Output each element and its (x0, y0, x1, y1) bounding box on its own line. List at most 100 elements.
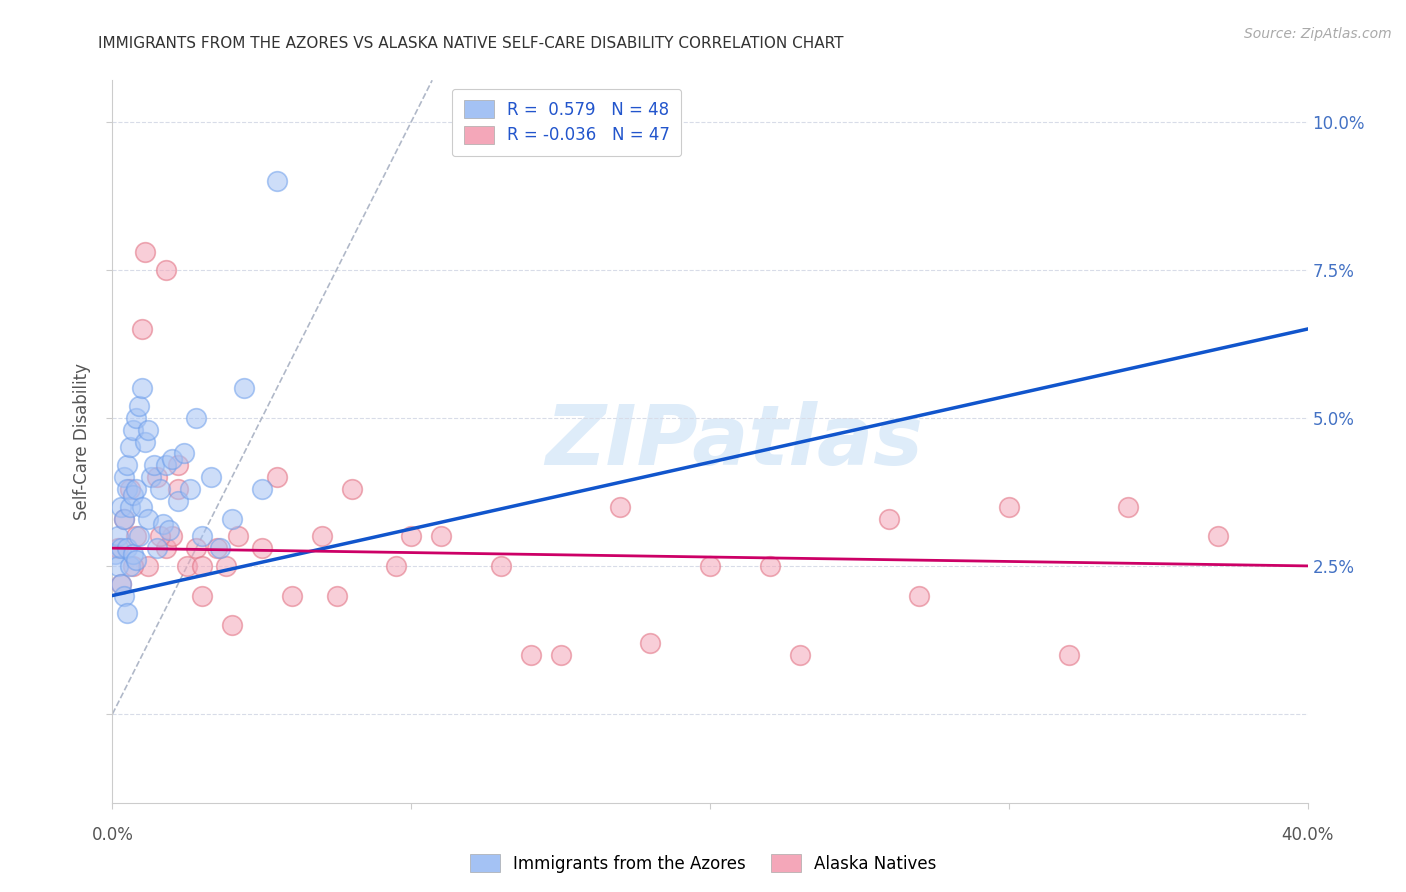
Point (117, 458, 139, 473)
Point (157, 524, 180, 538)
Point (759, 558, 782, 573)
Point (110, 576, 132, 591)
Point (122, 423, 145, 437)
Point (789, 648, 811, 662)
Point (221, 618, 243, 632)
Point (125, 553, 148, 567)
Point (122, 488, 145, 502)
Point (191, 589, 214, 603)
Point (908, 589, 931, 603)
Legend: Immigrants from the Azores, Alaska Natives: Immigrants from the Azores, Alaska Nativ… (463, 847, 943, 880)
Point (122, 558, 145, 573)
Point (125, 482, 148, 496)
Point (155, 541, 177, 556)
Point (191, 529, 214, 543)
Point (879, 511, 901, 525)
Point (149, 482, 172, 496)
Point (998, 500, 1021, 514)
Point (266, 174, 288, 188)
Y-axis label: Self-Care Disability: Self-Care Disability (73, 363, 91, 520)
Point (134, 434, 156, 449)
Point (134, 245, 156, 260)
Point (340, 482, 363, 496)
Point (699, 558, 721, 573)
Point (1118, 500, 1140, 514)
Point (1057, 648, 1080, 662)
Point (401, 529, 423, 543)
Point (520, 648, 543, 662)
Text: ZIPatlas: ZIPatlas (546, 401, 922, 482)
Point (117, 607, 139, 621)
Point (131, 322, 153, 336)
Point (110, 500, 132, 514)
Point (138, 423, 160, 437)
Point (191, 558, 214, 573)
Point (120, 441, 142, 455)
Point (209, 541, 232, 556)
Point (385, 558, 408, 573)
Point (226, 529, 249, 543)
Legend: R =  0.579   N = 48, R = -0.036   N = 47: R = 0.579 N = 48, R = -0.036 N = 47 (451, 88, 682, 156)
Point (430, 529, 453, 543)
Point (186, 410, 208, 425)
Point (110, 541, 132, 556)
Point (125, 410, 148, 425)
Point (200, 470, 222, 484)
Point (110, 576, 132, 591)
Point (141, 470, 163, 484)
Point (1206, 529, 1229, 543)
Point (125, 529, 148, 543)
Point (162, 452, 183, 467)
Point (114, 511, 135, 525)
Point (131, 500, 153, 514)
Point (143, 458, 166, 473)
Point (250, 482, 273, 496)
Point (114, 589, 135, 603)
Point (167, 458, 190, 473)
Point (250, 541, 273, 556)
Point (205, 541, 228, 556)
Point (167, 482, 190, 496)
Point (266, 470, 288, 484)
Point (233, 381, 256, 395)
Point (131, 381, 153, 395)
Text: IMMIGRANTS FROM THE AZORES VS ALASKA NATIVE SELF-CARE DISABILITY CORRELATION CHA: IMMIGRANTS FROM THE AZORES VS ALASKA NAT… (98, 36, 844, 51)
Text: Source: ZipAtlas.com: Source: ZipAtlas.com (1244, 27, 1392, 41)
Point (325, 589, 347, 603)
Point (107, 529, 129, 543)
Point (311, 529, 333, 543)
Point (176, 558, 198, 573)
Point (120, 500, 142, 514)
Text: 40.0%: 40.0% (1281, 827, 1334, 845)
Point (120, 482, 142, 496)
Point (138, 511, 160, 525)
Point (215, 558, 238, 573)
Point (122, 547, 145, 561)
Point (114, 511, 135, 525)
Text: 0.0%: 0.0% (91, 827, 134, 845)
Point (107, 558, 129, 573)
Point (138, 558, 160, 573)
Point (152, 517, 174, 532)
Point (186, 541, 208, 556)
Point (146, 470, 169, 484)
Point (149, 529, 172, 543)
Point (167, 493, 190, 508)
Point (179, 482, 201, 496)
Point (128, 399, 150, 413)
Point (107, 541, 129, 556)
Point (117, 482, 139, 496)
Point (489, 558, 512, 573)
Point (162, 529, 183, 543)
Point (155, 458, 177, 473)
Point (640, 636, 662, 650)
Point (104, 547, 127, 561)
Point (117, 541, 139, 556)
Point (128, 529, 150, 543)
Point (281, 589, 304, 603)
Point (173, 446, 195, 460)
Point (155, 262, 177, 277)
Point (609, 500, 631, 514)
Point (114, 470, 135, 484)
Point (550, 648, 572, 662)
